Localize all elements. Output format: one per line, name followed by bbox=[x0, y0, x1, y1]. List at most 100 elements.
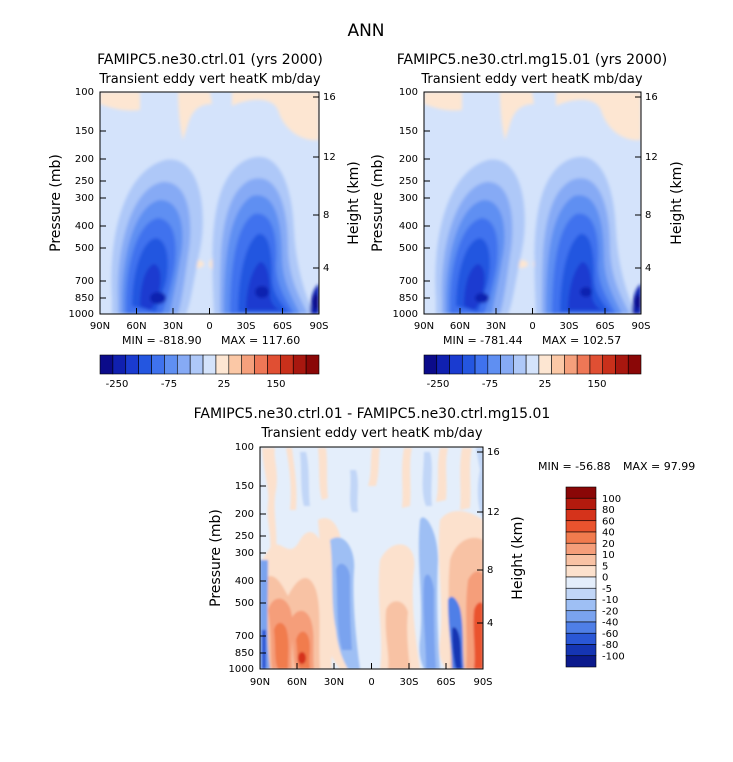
colorbar-swatch bbox=[305, 354, 320, 375]
panel-1-subtitle: Transient eddy vert heatK mb/day bbox=[98, 72, 320, 87]
p1-xtick: 0 bbox=[206, 321, 212, 332]
colorbar-swatch bbox=[615, 354, 629, 375]
panel-mg15: FAMIPC5.ne30.ctrl.mg15.01 (yrs 2000) Tra… bbox=[370, 52, 685, 390]
p3-cb-label: -5 bbox=[602, 584, 612, 595]
p1-max-stat: MAX = 117.60 bbox=[221, 334, 300, 347]
p3-ytick: 850 bbox=[235, 648, 254, 659]
p2-ytick: 400 bbox=[399, 221, 418, 232]
p1-y2tick: 8 bbox=[323, 210, 329, 221]
p2-ytick: 700 bbox=[399, 276, 418, 287]
p3-y2tick: 8 bbox=[487, 565, 493, 576]
p3-ylabel: Pressure (mb) bbox=[208, 509, 224, 607]
colorbar-swatch bbox=[151, 354, 165, 375]
p1-y2tick: 12 bbox=[323, 152, 336, 163]
p1-cb-label: 25 bbox=[218, 379, 231, 390]
p1-y2tick: 16 bbox=[323, 92, 336, 103]
colorbar-swatch bbox=[513, 354, 527, 375]
p2-xtick: 90N bbox=[414, 321, 434, 332]
p1-y2label: Height (km) bbox=[346, 161, 362, 244]
p2-ylabel: Pressure (mb) bbox=[370, 154, 386, 252]
colorbar-swatch bbox=[292, 354, 307, 375]
p2-xtick: 0 bbox=[529, 321, 535, 332]
p2-ytick: 850 bbox=[399, 293, 418, 304]
panel-1-colorbar bbox=[99, 354, 320, 375]
p3-cb-label: 60 bbox=[602, 516, 615, 527]
p3-xtick: 30S bbox=[399, 677, 418, 688]
colorbar-swatch bbox=[565, 565, 597, 578]
p1-ytick: 850 bbox=[75, 293, 94, 304]
p3-ytick: 100 bbox=[235, 442, 254, 453]
p1-xtick: 30S bbox=[236, 321, 255, 332]
colorbar-swatch bbox=[189, 354, 204, 375]
p3-ytick: 150 bbox=[235, 481, 254, 492]
p1-min-stat: MIN = -818.90 bbox=[122, 334, 202, 347]
panel-3-title: FAMIPC5.ne30.ctrl.01 - FAMIPC5.ne30.ctrl… bbox=[194, 406, 551, 422]
colorbar-swatch bbox=[267, 354, 281, 375]
p2-cb-label: 25 bbox=[539, 379, 552, 390]
p1-xtick: 60S bbox=[273, 321, 292, 332]
p1-cb-label: 150 bbox=[266, 379, 285, 390]
p1-ytick: 1000 bbox=[69, 309, 94, 320]
p1-ytick: 500 bbox=[75, 243, 94, 254]
colorbar-swatch bbox=[112, 354, 127, 375]
colorbar-swatch bbox=[589, 354, 604, 375]
p3-xtick: 60S bbox=[436, 677, 455, 688]
figure-title: ANN bbox=[347, 21, 384, 41]
colorbar-swatch bbox=[565, 542, 597, 555]
p3-max-stat: MAX = 97.99 bbox=[623, 460, 695, 473]
colorbar-swatch bbox=[565, 644, 597, 657]
p3-ytick: 1000 bbox=[229, 664, 254, 675]
panel-2-axes: 100 150 200 250 300 400 500 700 850 1000… bbox=[370, 87, 685, 332]
p2-ytick: 1000 bbox=[393, 309, 418, 320]
colorbar-swatch bbox=[565, 632, 597, 645]
panel-3-field bbox=[260, 447, 483, 669]
colorbar-swatch bbox=[538, 354, 552, 375]
p1-cb-label: -250 bbox=[106, 379, 129, 390]
colorbar-swatch bbox=[254, 354, 268, 375]
p3-y2tick: 4 bbox=[487, 618, 493, 629]
p2-xtick: 60S bbox=[595, 321, 614, 332]
p1-ytick: 100 bbox=[75, 87, 94, 98]
p3-cb-label: -10 bbox=[602, 595, 618, 606]
colorbar-swatch bbox=[627, 354, 642, 375]
panel-2-colorbar bbox=[423, 354, 642, 375]
colorbar-swatch bbox=[565, 509, 597, 522]
panel-2-field bbox=[424, 92, 641, 314]
colorbar-swatch bbox=[423, 354, 438, 375]
p2-xtick: 90S bbox=[631, 321, 650, 332]
colorbar-swatch bbox=[525, 354, 540, 375]
p1-xtick: 60N bbox=[126, 321, 146, 332]
colorbar-swatch bbox=[565, 576, 597, 589]
p1-ytick: 700 bbox=[75, 276, 94, 287]
colorbar-swatch bbox=[565, 610, 597, 623]
p2-cb-label: -75 bbox=[482, 379, 498, 390]
colorbar-swatch bbox=[202, 354, 217, 375]
p2-y2label: Height (km) bbox=[669, 161, 685, 244]
colorbar-swatch bbox=[138, 354, 152, 375]
colorbar-swatch bbox=[99, 354, 114, 375]
p2-xtick: 60N bbox=[450, 321, 470, 332]
colorbar-swatch bbox=[602, 354, 616, 375]
colorbar-swatch bbox=[576, 354, 591, 375]
p3-cb-label: 0 bbox=[602, 573, 608, 584]
p2-y2tick: 12 bbox=[645, 152, 658, 163]
p2-ytick: 100 bbox=[399, 87, 418, 98]
colorbar-swatch bbox=[500, 354, 514, 375]
p3-y2tick: 12 bbox=[487, 507, 500, 518]
p1-ytick: 250 bbox=[75, 176, 94, 187]
colorbar-swatch bbox=[436, 354, 450, 375]
colorbar-swatch bbox=[164, 354, 178, 375]
p2-ytick: 500 bbox=[399, 243, 418, 254]
p3-y2tick: 16 bbox=[487, 447, 500, 458]
colorbar-swatch bbox=[487, 354, 501, 375]
p2-cb-label: -250 bbox=[427, 379, 450, 390]
p3-cb-label: -20 bbox=[602, 606, 618, 617]
p3-y2label: Height (km) bbox=[510, 516, 526, 599]
p3-ytick: 500 bbox=[235, 598, 254, 609]
p3-min-stat: MIN = -56.88 bbox=[538, 460, 611, 473]
p3-cb-label: 5 bbox=[602, 561, 608, 572]
p3-xtick: 30N bbox=[324, 677, 344, 688]
p1-ytick: 150 bbox=[75, 126, 94, 137]
